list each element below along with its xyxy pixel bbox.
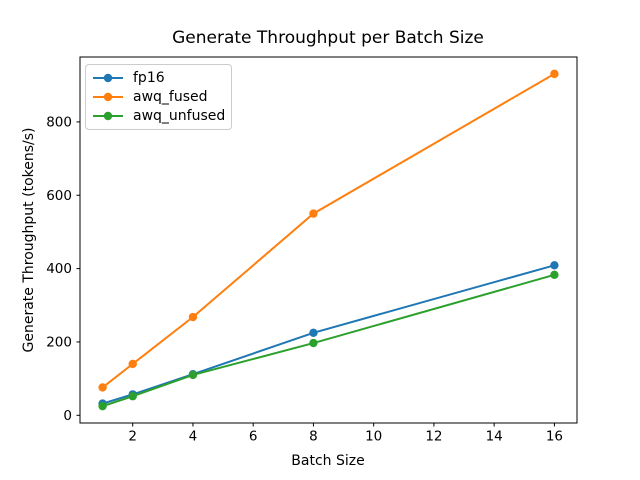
data-point-awq_fused <box>188 312 198 322</box>
x-tick-label: 4 <box>189 429 198 445</box>
x-tick-label: 8 <box>309 429 318 445</box>
legend-marker-icon <box>93 112 123 121</box>
data-point-awq_fused <box>550 69 559 79</box>
legend-item-awq_fused: awq_fused <box>93 88 224 106</box>
legend-marker-icon <box>93 92 123 102</box>
x-tick-label: 10 <box>365 429 382 445</box>
x-tick-label: 16 <box>546 429 563 445</box>
legend-label: awq_fused <box>133 88 208 105</box>
y-axis: 0 200 400 600 800 <box>46 114 80 424</box>
x-axis-label: Batch Size <box>291 453 365 469</box>
data-point-fp16 <box>550 261 559 270</box>
data-point-awq_unfused <box>98 401 107 411</box>
legend: fp16 awq_fused awq_unfused <box>85 64 232 130</box>
data-point-awq_unfused <box>550 270 559 280</box>
x-tick-label: 2 <box>128 429 137 445</box>
data-point-awq_fused <box>128 359 137 369</box>
legend-item-awq_unfused: awq_unfused <box>93 107 226 125</box>
data-point-awq_unfused <box>309 338 318 348</box>
axes-spines <box>79 56 578 424</box>
data-point-awq_unfused <box>188 370 198 380</box>
y-tick-label: 0 <box>63 408 72 424</box>
legend-item-fp16: fp16 <box>93 69 224 87</box>
series-fp16 <box>98 261 559 408</box>
legend-label: awq_unfused <box>133 108 226 125</box>
legend-marker-icon <box>93 73 123 82</box>
series-awq_unfused <box>98 270 559 411</box>
y-tick-label: 600 <box>46 188 72 204</box>
x-axis: 2 4 6 8 10 12 14 16 <box>128 423 563 445</box>
chart-title: Generate Throughput per Batch Size <box>172 28 484 48</box>
series-awq_fused <box>98 69 559 392</box>
y-tick-label: 400 <box>46 261 72 277</box>
data-point-fp16 <box>309 328 318 337</box>
data-point-awq_unfused <box>128 392 137 401</box>
data-point-awq_fused <box>309 209 318 218</box>
data-point-awq_fused <box>98 383 107 392</box>
x-tick-label: 12 <box>425 429 442 445</box>
x-tick-label: 14 <box>486 429 503 445</box>
y-tick-label: 200 <box>46 334 72 350</box>
y-tick-label: 800 <box>46 114 72 130</box>
x-tick-label: 6 <box>249 429 258 445</box>
y-axis-label: Generate Throughput (tokens/s) <box>21 127 37 353</box>
legend-label: fp16 <box>133 69 165 86</box>
